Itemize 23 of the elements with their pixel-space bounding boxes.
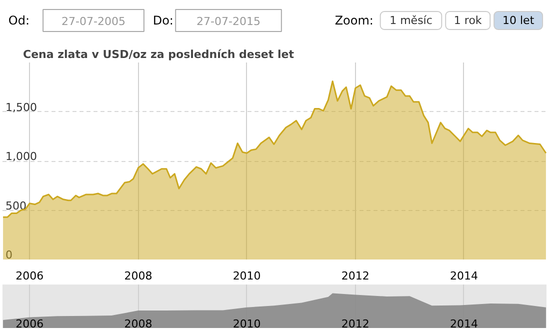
- text: Cena zlata v USD/oz za posledních deset let: [23, 48, 294, 60]
- text: 27-07-2015: [196, 15, 260, 28]
- x-tick-label: 2012: [341, 270, 370, 282]
- x-tick-label: 2006: [16, 318, 44, 330]
- text: 27-07-2005: [62, 15, 126, 28]
- text: Od:: [8, 14, 30, 28]
- x-tick-label: 2014: [450, 270, 478, 282]
- text: Do:: [152, 14, 174, 28]
- y-tick-label: 0: [6, 248, 12, 262]
- x-tick-label: 2010: [232, 270, 261, 282]
- x-tick-label: 2012: [341, 318, 370, 330]
- x-tick-label: 2014: [450, 318, 478, 330]
- text: Zoom:: [334, 14, 374, 28]
- y-tick-label: 500: [6, 199, 26, 212]
- x-tick-label: 2006: [16, 270, 44, 282]
- text: 1 měsíc: [390, 14, 432, 27]
- x-tick-label: 2008: [124, 318, 152, 330]
- y-tick-label: 1,000: [6, 150, 37, 163]
- y-tick-label: 1,500: [6, 100, 37, 114]
- text: 10 let: [502, 14, 535, 27]
- x-tick-label: 2010: [232, 318, 261, 330]
- text: 1 rok: [454, 14, 482, 27]
- x-tick-label: 2008: [124, 270, 152, 282]
